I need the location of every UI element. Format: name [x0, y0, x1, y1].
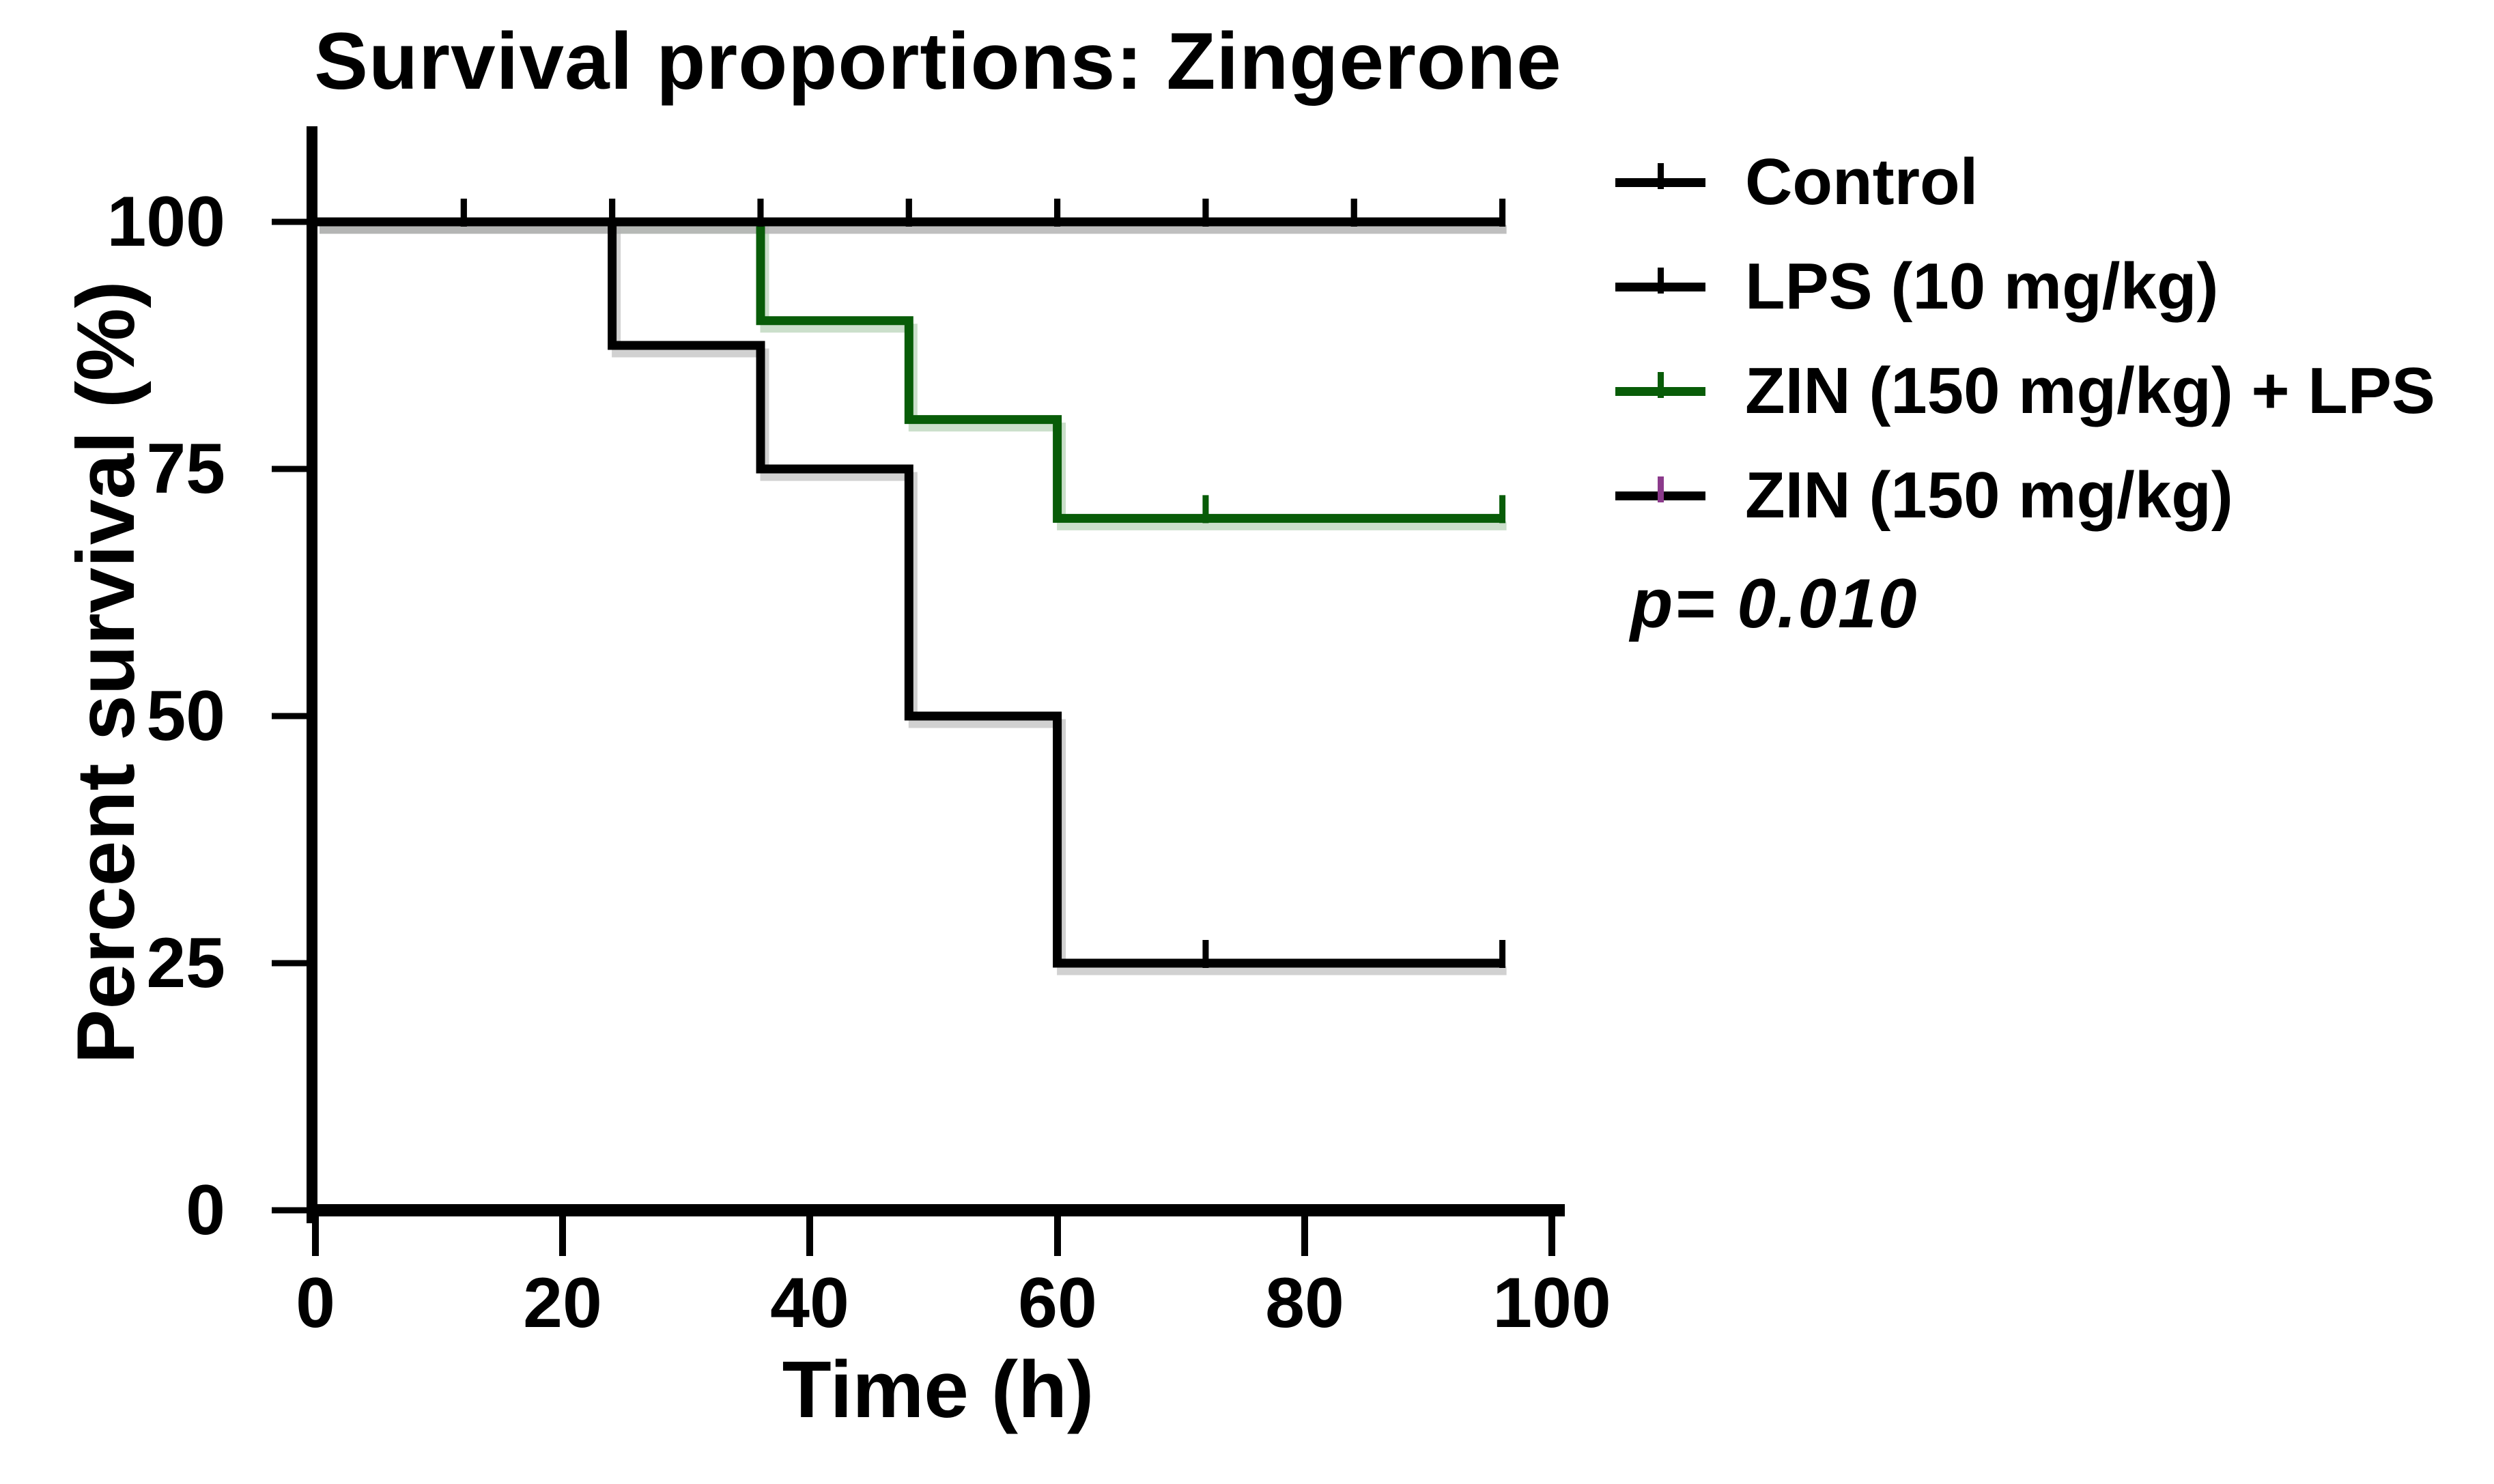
legend-swatch-tick — [1658, 268, 1664, 294]
chart-title: Survival proportions: Zingerone — [314, 16, 1562, 106]
legend-label-lps: LPS (10 mg/kg) — [1745, 250, 2219, 323]
x-tick-label: 100 — [1492, 1264, 1611, 1343]
x-tick-label: 0 — [296, 1264, 335, 1343]
legend-swatch-tick — [1658, 372, 1664, 398]
y-tick-label: 75 — [146, 429, 225, 509]
x-tick-label: 60 — [1018, 1264, 1097, 1343]
legend-swatch-zin-lps — [1615, 372, 1705, 398]
x-tick-label: 80 — [1265, 1264, 1344, 1343]
legend-label-zin-lps: ZIN (150 mg/kg) + LPS — [1745, 354, 2435, 427]
y-tick-label: 50 — [146, 676, 225, 756]
y-tick-label: 0 — [186, 1171, 225, 1250]
legend-swatch-tick — [1658, 163, 1664, 189]
survival-curves — [315, 199, 1507, 975]
legend-swatch-control — [1615, 163, 1705, 189]
series-path-zin-150-mg-kg-lps — [315, 217, 1503, 523]
legend-swatch-lps — [1615, 268, 1705, 294]
series-path-lps-10-mg-kg- — [315, 217, 1503, 968]
x-tick-label: 20 — [523, 1264, 602, 1343]
x-tick-label: 40 — [770, 1264, 849, 1343]
legend-swatch-zin — [1615, 476, 1705, 502]
legend-swatch-tick — [1658, 476, 1664, 502]
legend-label-zin: ZIN (150 mg/kg) — [1745, 459, 2233, 532]
legend-label-control: Control — [1745, 145, 1979, 218]
y-tick-label: 100 — [107, 182, 225, 261]
x-axis-title: Time (h) — [782, 1345, 1094, 1435]
y-tick-label: 25 — [146, 924, 225, 1003]
p-value-text: p= 0.010 — [1630, 565, 1918, 642]
